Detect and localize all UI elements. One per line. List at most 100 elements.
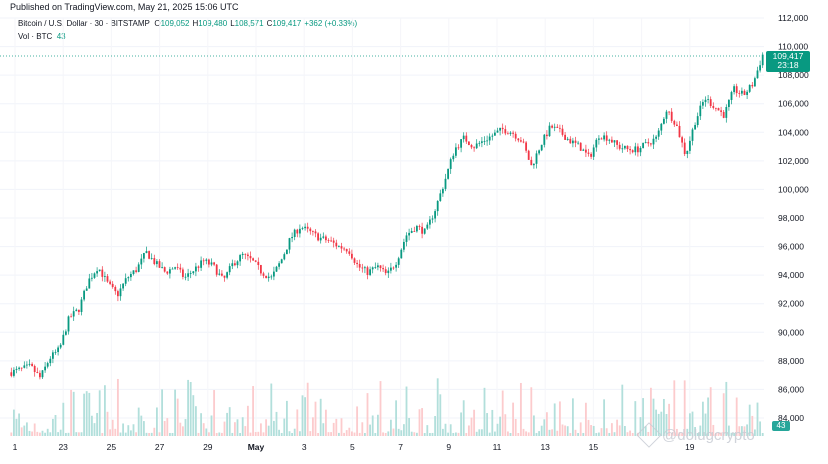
candle-body	[608, 139, 611, 141]
candle-body	[306, 226, 309, 229]
volume-bar	[608, 432, 611, 436]
candle-body	[506, 133, 509, 135]
candle-body	[348, 251, 351, 254]
volume-bar	[639, 417, 642, 436]
volume-bar	[756, 402, 759, 436]
candle-body	[176, 267, 179, 269]
candle-body	[449, 159, 452, 169]
x-tick-label: 25	[107, 442, 117, 452]
candle-body	[223, 275, 226, 278]
volume-bar	[475, 431, 478, 436]
volume-bar	[621, 384, 624, 436]
volume-bar	[132, 424, 135, 436]
candle-body	[343, 248, 346, 250]
volume-bar	[85, 391, 88, 436]
volume-bar	[62, 402, 65, 436]
candle-body	[163, 267, 166, 272]
volume-bar	[252, 386, 255, 436]
volume-bar	[444, 423, 447, 436]
candle-body	[148, 251, 151, 259]
volume-bar	[501, 390, 504, 436]
volume-bar	[392, 428, 395, 436]
volume-bar	[522, 428, 525, 436]
y-tick-label: 104,000	[778, 127, 809, 137]
volume-bar	[707, 397, 710, 436]
candle-body	[96, 271, 99, 274]
volume-bar	[210, 415, 213, 436]
volume-bar	[618, 425, 621, 436]
candle-body	[712, 106, 715, 108]
volume-bar	[761, 433, 764, 436]
volume-bar	[259, 423, 262, 436]
candle-body	[153, 258, 156, 265]
volume-bar	[454, 432, 457, 436]
x-tick-label: May	[248, 442, 265, 452]
volume-bar	[158, 432, 161, 436]
volume-bar	[540, 425, 543, 436]
volume-bar	[558, 401, 561, 436]
candle-body	[746, 91, 749, 95]
candle-body	[647, 142, 650, 144]
candle-body	[735, 86, 738, 94]
candle-body	[501, 127, 504, 130]
volume-bar	[553, 403, 556, 436]
candle-body	[473, 147, 476, 149]
candle-body	[192, 271, 195, 274]
candle-body	[509, 132, 512, 134]
y-tick-label: 94,000	[778, 270, 804, 280]
candle-body	[418, 225, 421, 227]
candle-body	[634, 146, 637, 153]
candle-body	[722, 111, 725, 118]
candle-body	[184, 276, 187, 278]
volume-bar	[584, 402, 587, 436]
candle-body	[155, 261, 158, 265]
candle-body	[543, 134, 546, 145]
volume-bar	[665, 414, 668, 436]
volume-bar	[137, 407, 140, 436]
candle-body	[454, 147, 457, 156]
candle-body	[657, 130, 660, 137]
candle-body	[254, 260, 257, 262]
volume-bar	[348, 427, 351, 436]
volume-bar	[590, 425, 593, 436]
candle-body	[415, 225, 418, 232]
volume-bar	[291, 432, 294, 436]
volume-bar	[54, 415, 57, 436]
candle-body	[431, 218, 434, 220]
volume-bar	[184, 419, 187, 436]
candle-body	[200, 260, 203, 268]
volume-bar	[431, 432, 434, 436]
candle-body	[67, 316, 70, 332]
volume-bar	[41, 430, 44, 436]
volume-bar	[699, 425, 702, 436]
volume-bar	[275, 411, 278, 436]
candle-body	[25, 364, 28, 366]
volume-bar	[428, 432, 431, 436]
candle-body	[400, 249, 403, 259]
volume-bar	[356, 406, 359, 436]
volume-bar	[480, 429, 483, 436]
candle-body	[252, 258, 255, 261]
x-tick-label: 3	[302, 442, 307, 452]
candle-body	[730, 92, 733, 100]
volume-bar	[460, 412, 463, 436]
candle-body	[527, 150, 530, 160]
candle-body	[720, 110, 723, 112]
volume-bar	[746, 424, 749, 436]
candle-body	[551, 125, 554, 128]
legend-open-label: O	[154, 19, 161, 28]
candle-body	[129, 274, 132, 278]
volume-bar	[150, 432, 153, 436]
volume-bar	[218, 432, 221, 436]
candle-body	[623, 145, 626, 149]
volume-bar	[506, 431, 509, 436]
candle-body	[57, 347, 60, 352]
volume-bar	[462, 400, 465, 436]
candle-body	[98, 269, 101, 272]
volume-bar	[337, 432, 340, 436]
volume-bar	[327, 432, 330, 436]
volume-bar	[80, 432, 83, 436]
candle-body	[205, 259, 208, 261]
candle-body	[41, 370, 44, 378]
